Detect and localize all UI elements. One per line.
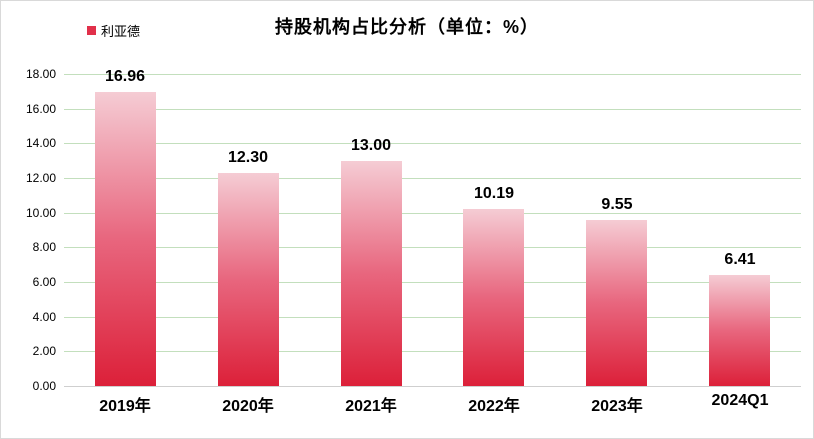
y-axis-tick-label: 18.00 — [25, 67, 56, 81]
bar-value-label: 10.19 — [473, 185, 515, 202]
bar-value-label: 9.55 — [601, 196, 633, 213]
y-axis-tick-label: 8.00 — [32, 240, 56, 254]
y-axis-tick-label: 2.00 — [32, 344, 56, 358]
bar-2019年 — [95, 92, 156, 386]
gridline — [64, 317, 801, 318]
x-axis-category-label: 2020年 — [222, 398, 274, 415]
y-axis-tick-label: 10.00 — [25, 206, 56, 220]
y-axis-tick-label: 12.00 — [25, 171, 56, 185]
y-axis-tick-label: 14.00 — [25, 136, 56, 150]
y-axis-tick-label: 0.00 — [32, 379, 56, 393]
bar-2022年 — [463, 209, 524, 386]
bar-value-label: 12.30 — [227, 149, 269, 166]
bar-value-label: 6.41 — [724, 251, 756, 268]
y-axis-tick-label: 6.00 — [32, 275, 56, 289]
bar-2021年 — [341, 161, 402, 386]
bar-value-label: 13.00 — [350, 137, 392, 154]
y-axis-tick-label: 16.00 — [25, 102, 56, 116]
x-axis-category-label: 2023年 — [591, 398, 643, 415]
bar-2024Q1 — [709, 275, 770, 386]
gridline — [64, 143, 801, 144]
gridline — [64, 74, 801, 75]
legend-label: 利亚德 — [101, 24, 141, 39]
bar-2023年 — [586, 220, 647, 386]
gridline — [64, 213, 801, 214]
x-axis-category-label: 2021年 — [345, 398, 397, 415]
gridline — [64, 247, 801, 248]
x-axis-category-label: 2019年 — [99, 398, 151, 415]
bar-2020年 — [218, 173, 279, 386]
y-axis-tick-label: 4.00 — [32, 310, 56, 324]
chart-title: 持股机构占比分析（单位：%） — [274, 17, 539, 37]
legend-marker-icon — [87, 26, 96, 35]
x-axis-category-label: 2022年 — [468, 398, 520, 415]
gridline — [64, 282, 801, 283]
x-axis-category-label: 2024Q1 — [711, 392, 769, 409]
bar-value-label: 16.96 — [104, 68, 146, 85]
legend: 利亚德 — [87, 21, 140, 40]
x-axis-line — [64, 386, 801, 387]
gridline — [64, 109, 801, 110]
gridline — [64, 178, 801, 179]
gridline — [64, 351, 801, 352]
